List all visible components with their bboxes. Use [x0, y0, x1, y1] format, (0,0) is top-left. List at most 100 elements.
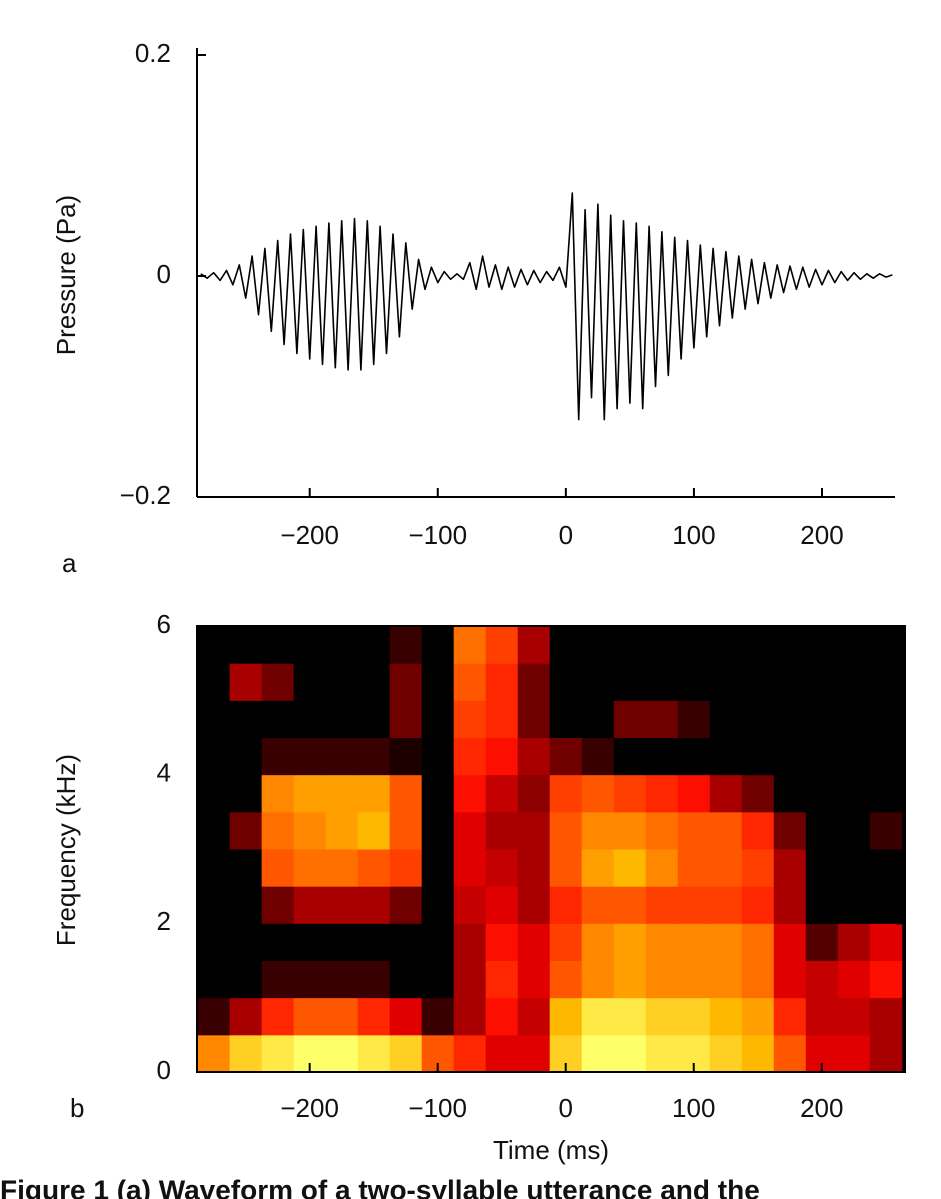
- heat-cell: [357, 849, 391, 887]
- heat-cell: [229, 997, 263, 1036]
- heat-cell: [293, 811, 327, 850]
- heat-cell: [517, 849, 551, 887]
- heat-cell: [837, 923, 871, 961]
- heat-cell: [837, 997, 871, 1036]
- heat-cell: [485, 737, 519, 776]
- heat-cell: [741, 886, 775, 924]
- heat-cell: [581, 849, 615, 887]
- heat-cell: [741, 923, 775, 961]
- heat-cell: [805, 886, 839, 924]
- heat-cell: [613, 811, 647, 850]
- x-tick-label: 0: [558, 1093, 572, 1123]
- heat-cell: [645, 997, 679, 1036]
- heat-cell: [805, 811, 839, 850]
- heat-cell: [517, 960, 551, 999]
- heat-cell: [261, 774, 295, 813]
- heat-cell: [709, 960, 743, 999]
- heat-cell: [453, 626, 487, 664]
- heat-cell: [197, 997, 231, 1036]
- heat-cell: [709, 663, 743, 701]
- heat-cell: [709, 774, 743, 813]
- y-tick-label: 6: [157, 609, 171, 639]
- heat-cell: [485, 774, 519, 813]
- heat-cell: [197, 849, 231, 887]
- heat-cell: [325, 663, 359, 701]
- heat-cell: [613, 663, 647, 701]
- heat-cell: [421, 886, 455, 924]
- heat-cell: [805, 849, 839, 887]
- heat-cell: [453, 849, 487, 887]
- y-tick-label: 0.2: [135, 38, 171, 68]
- heat-cell: [197, 811, 231, 850]
- heat-cell: [229, 849, 263, 887]
- heat-cell: [453, 1034, 487, 1073]
- heat-cell: [805, 737, 839, 776]
- heat-cell: [837, 737, 871, 776]
- heat-cell: [197, 700, 231, 738]
- heat-cell: [869, 960, 903, 999]
- heat-cell: [837, 1034, 871, 1073]
- heat-cell: [293, 700, 327, 738]
- heat-cell: [741, 663, 775, 701]
- heat-cell: [613, 700, 647, 738]
- heat-cell: [421, 774, 455, 813]
- heat-cell: [325, 700, 359, 738]
- heat-cell: [357, 1034, 391, 1073]
- heat-cell: [293, 923, 327, 961]
- y-tick-label: −0.2: [120, 480, 171, 510]
- x-tick-label: −100: [408, 520, 467, 550]
- x-axis-title: Time (ms): [493, 1135, 609, 1165]
- heat-cell: [357, 923, 391, 961]
- heat-cell: [549, 774, 583, 813]
- heat-cell: [389, 1034, 423, 1073]
- heat-cell: [517, 663, 551, 701]
- heat-cell: [773, 960, 807, 999]
- heat-cell: [197, 923, 231, 961]
- heat-cell: [389, 626, 423, 664]
- heat-cell: [613, 626, 647, 664]
- heat-cell: [581, 886, 615, 924]
- heat-cell: [773, 774, 807, 813]
- x-tick-label: −200: [280, 1093, 339, 1123]
- heat-cell: [453, 737, 487, 776]
- heat-cell: [261, 737, 295, 776]
- heat-cell: [197, 737, 231, 776]
- waveform: [200, 192, 893, 421]
- heat-cell: [229, 774, 263, 813]
- heat-cell: [741, 811, 775, 850]
- heat-cell: [229, 737, 263, 776]
- y-axis-title: Pressure (Pa): [51, 195, 81, 355]
- heat-cell: [613, 1034, 647, 1073]
- heat-cell: [357, 960, 391, 999]
- heat-cell: [581, 997, 615, 1036]
- heat-cell: [453, 811, 487, 850]
- heat-cell: [741, 849, 775, 887]
- heat-cell: [421, 997, 455, 1036]
- heat-cell: [325, 923, 359, 961]
- heat-cell: [613, 997, 647, 1036]
- heat-cell: [261, 811, 295, 850]
- heat-cell: [837, 849, 871, 887]
- heat-cell: [485, 811, 519, 850]
- heat-cell: [517, 923, 551, 961]
- heat-cell: [485, 626, 519, 664]
- heat-cell: [453, 923, 487, 961]
- heat-cell: [837, 663, 871, 701]
- heat-cell: [389, 663, 423, 701]
- heat-cell: [677, 663, 711, 701]
- heat-cell: [293, 737, 327, 776]
- heat-cell: [325, 1034, 359, 1073]
- heat-cell: [549, 811, 583, 850]
- heat-cell: [197, 626, 231, 664]
- heat-cell: [549, 886, 583, 924]
- heat-cell: [677, 960, 711, 999]
- heat-cell: [517, 774, 551, 813]
- heat-cell: [645, 849, 679, 887]
- heat-cell: [709, 886, 743, 924]
- heat-cell: [325, 849, 359, 887]
- heat-cell: [581, 663, 615, 701]
- heat-cell: [453, 886, 487, 924]
- heat-cell: [485, 886, 519, 924]
- heat-cell: [197, 774, 231, 813]
